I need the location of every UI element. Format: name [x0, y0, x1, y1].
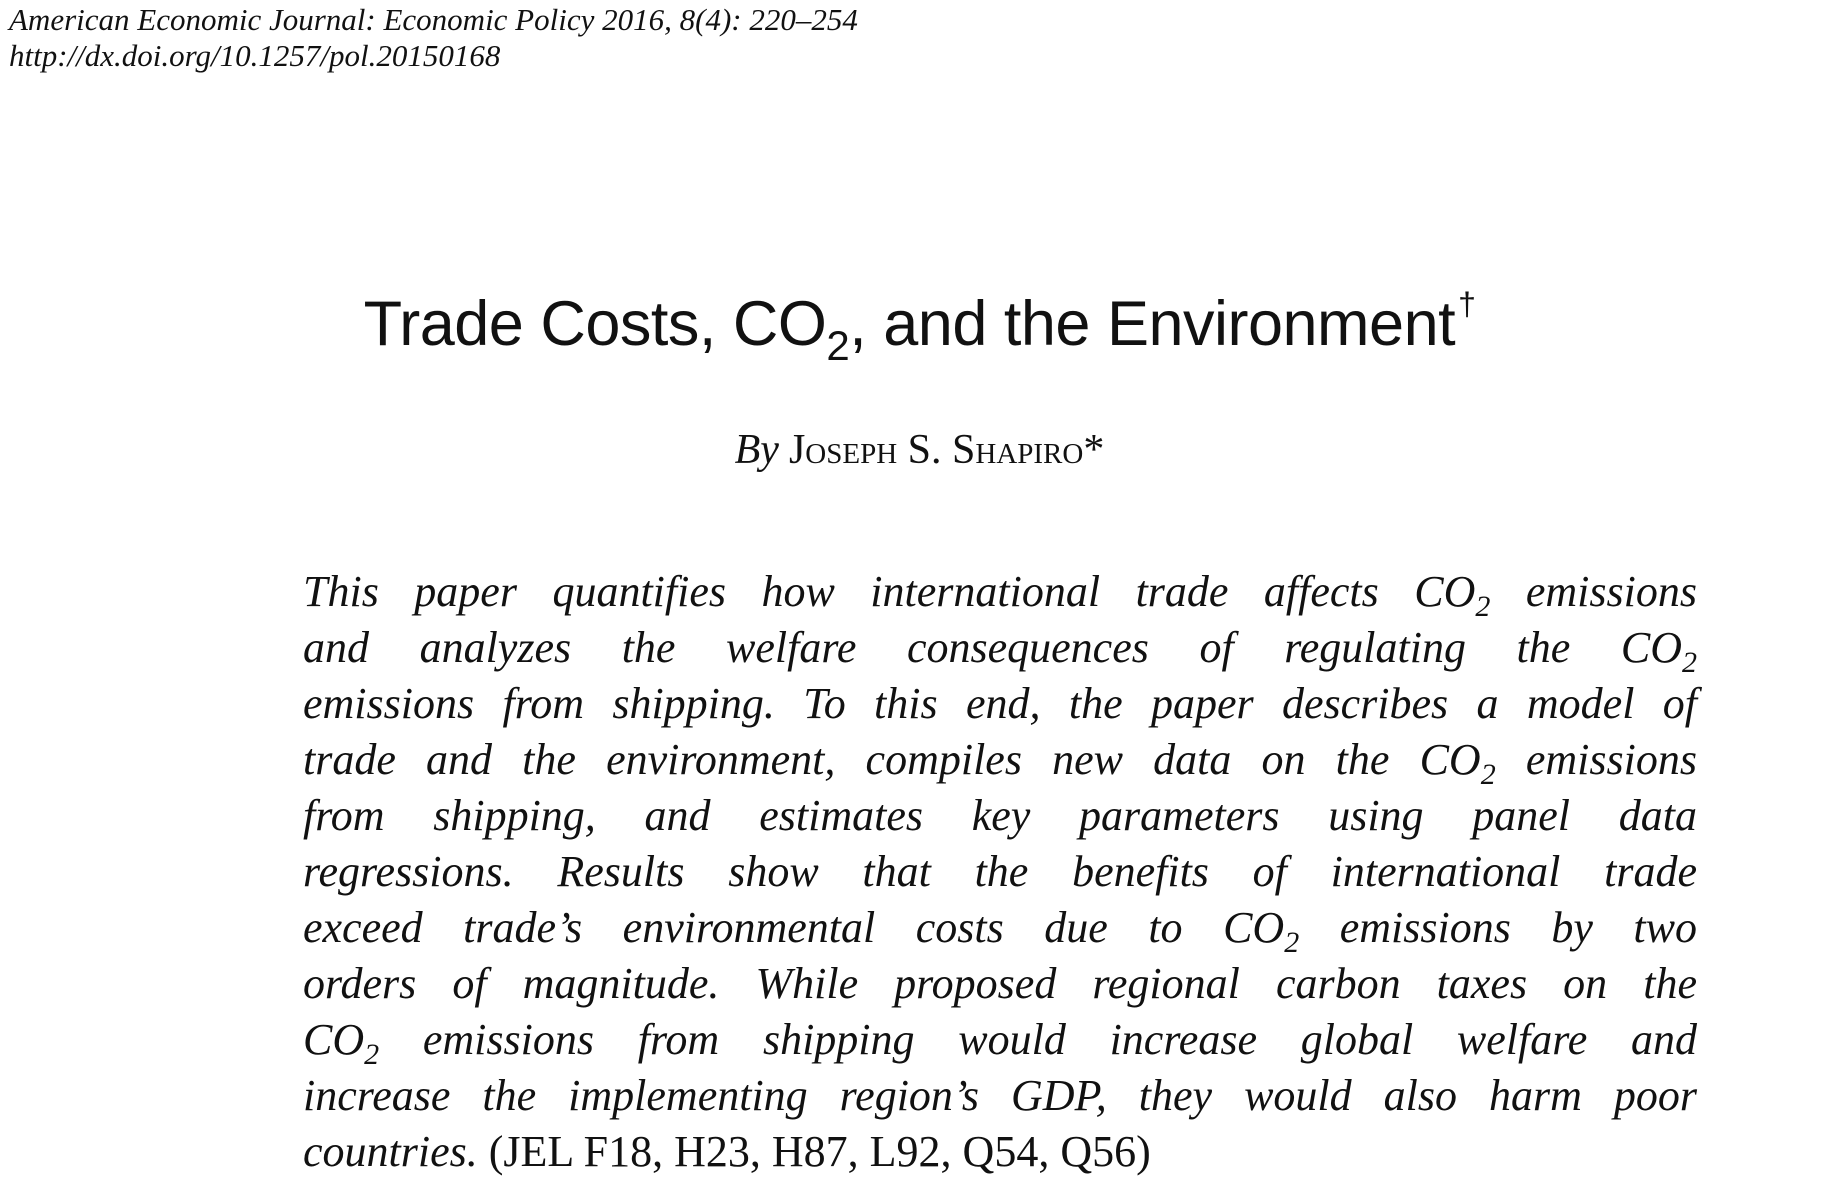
abstract-text: countries. — [303, 1127, 489, 1176]
abstract-line: CO2 emissions from shipping would increa… — [303, 1012, 1697, 1071]
jel-codes: (JEL F18, H23, H87, L92, Q54, Q56) — [488, 1127, 1151, 1176]
abstract-text: and analyzes the welfare consequences of… — [303, 623, 1682, 672]
abstract-text: emissions from shipping would increase g… — [379, 1015, 1697, 1064]
subscript: 2 — [1682, 646, 1697, 679]
abstract-text: exceed trade’s environmental costs due t… — [303, 903, 1285, 952]
journal-citation: American Economic Journal: Economic Poli… — [9, 2, 858, 37]
journal-header: American Economic Journal: Economic Poli… — [9, 2, 858, 74]
author-name: Joseph S. Shapiro* — [788, 427, 1105, 473]
abstract-text: trade and the environment, compiles new … — [303, 735, 1481, 784]
author-byline: By Joseph S. Shapiro* — [0, 425, 1839, 475]
subscript: 2 — [1284, 926, 1300, 959]
abstract-text: from shipping, and estimates key paramet… — [303, 791, 1697, 840]
title-footnote-mark[interactable]: † — [1458, 286, 1476, 322]
abstract-text: regressions. Results show that the benef… — [303, 847, 1697, 896]
abstract-line: from shipping, and estimates key paramet… — [303, 788, 1697, 844]
abstract-text: CO — [303, 1015, 365, 1064]
subscript: 2 — [1480, 758, 1496, 791]
abstract-text: emissions — [1495, 735, 1697, 784]
title-text: Trade Costs, CO — [363, 289, 827, 359]
abstract: This paper quantifies how international … — [303, 564, 1697, 1180]
abstract-text: This paper quantifies how international … — [303, 567, 1476, 616]
abstract-line: exceed trade’s environmental costs due t… — [303, 900, 1697, 959]
abstract-text: emissions from shipping. To this end, th… — [303, 679, 1697, 728]
abstract-line: orders of magnitude. While proposed regi… — [303, 956, 1697, 1012]
paper-title: Trade Costs, CO2, and the Environment† — [0, 268, 1839, 367]
abstract-text: emissions — [1490, 567, 1697, 616]
title-text-end: , and the Environment — [849, 289, 1456, 359]
author-prefix: By — [734, 427, 779, 473]
abstract-text: emissions by two — [1299, 903, 1697, 952]
abstract-line: and analyzes the welfare consequences of… — [303, 620, 1697, 679]
abstract-line: trade and the environment, compiles new … — [303, 732, 1697, 791]
title-subscript: 2 — [826, 322, 850, 369]
doi-link[interactable]: http://dx.doi.org/10.1257/pol.20150168 — [9, 38, 501, 73]
abstract-text: increase the implementing region’s GDP, … — [303, 1071, 1697, 1120]
subscript: 2 — [1475, 590, 1491, 623]
abstract-line: regressions. Results show that the benef… — [303, 844, 1697, 900]
abstract-line: This paper quantifies how international … — [303, 564, 1697, 623]
abstract-line: emissions from shipping. To this end, th… — [303, 676, 1697, 732]
abstract-line: countries. (JEL F18, H23, H87, L92, Q54,… — [303, 1124, 1697, 1180]
abstract-line: increase the implementing region’s GDP, … — [303, 1068, 1697, 1124]
abstract-text: orders of magnitude. While proposed regi… — [303, 959, 1697, 1008]
subscript: 2 — [364, 1038, 380, 1071]
